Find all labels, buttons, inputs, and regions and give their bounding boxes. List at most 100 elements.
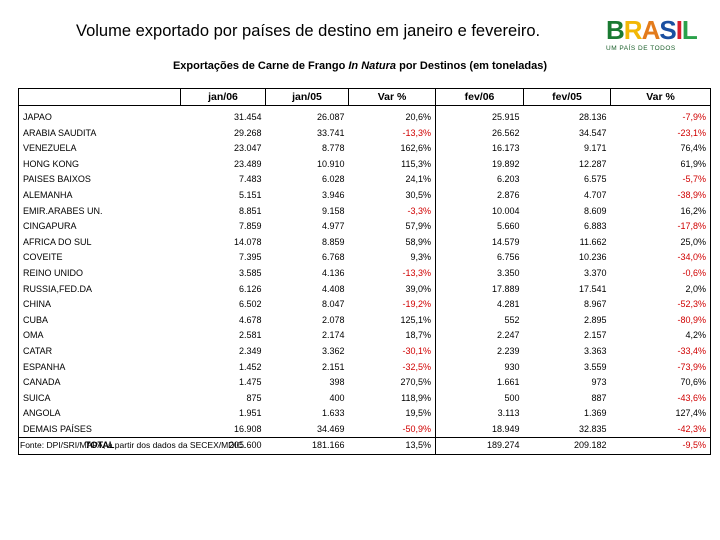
fev06-cell: 25.915 <box>491 112 520 122</box>
fev05-cell: 6.883 <box>583 221 607 232</box>
varfev-cell: -42,3% <box>610 421 711 438</box>
country-cell: REINO UNIDO <box>18 265 181 282</box>
fev05-cell: 1.369 <box>583 408 607 419</box>
fev06-cell: 17.889 <box>491 283 520 294</box>
fev06-cell: 10.004 <box>491 205 520 216</box>
jan05-cell: 8.778 <box>321 143 345 154</box>
varjan-cell: 24,1% <box>348 172 436 188</box>
header-fev05: fev/05 <box>523 88 611 106</box>
fev05-cell: 6.575 <box>583 174 607 185</box>
header-jan06: jan/06 <box>180 88 266 106</box>
varjan-cell: 118,9% <box>348 390 436 407</box>
fev06-cell: 189.274 <box>435 437 524 456</box>
country-cell: COVEITE <box>18 250 181 266</box>
jan05-cell: 398 <box>329 377 345 388</box>
country-cell: CATAR <box>18 343 181 360</box>
jan06-cell: 23.047 <box>233 143 262 154</box>
jan05-cell: 4.136 <box>321 267 345 278</box>
varjan-cell: 115,3% <box>348 156 436 173</box>
table-title-emphasis: In Natura <box>348 60 397 72</box>
header-fev06: fev/06 <box>435 88 524 106</box>
fev05-cell: 4.707 <box>583 189 607 200</box>
table-title: Exportações de Carne de Frango In Natura… <box>0 60 720 72</box>
fev06-cell: 3.113 <box>497 408 520 419</box>
jan06-cell: 1.452 <box>238 361 262 372</box>
fev06-cell: 16.173 <box>491 143 520 154</box>
varfev-cell: 4,2% <box>610 328 711 344</box>
fev06-cell: 6.203 <box>496 174 520 185</box>
fev05-cell: 2.157 <box>583 330 607 341</box>
fev06-cell: 2.247 <box>496 330 520 341</box>
table-row: ARABIA SAUDITA 29.268 33.741 -13,3% 26.562 34… <box>18 125 711 142</box>
varfev-cell: -5,7% <box>610 172 711 188</box>
varjan-cell: 125,1% <box>348 312 436 329</box>
country-cell: PAISES BAIXOS <box>18 172 181 188</box>
varjan-cell: 162,6% <box>348 141 436 157</box>
table-header-row: jan/06 jan/05 Var % fev/06 fev/05 Var % <box>18 88 711 106</box>
country-cell: RUSSIA,FED.DA <box>18 281 181 298</box>
varjan-cell: -13,3% <box>348 125 436 142</box>
varjan-cell: 9,3% <box>348 250 436 266</box>
logo-letter: L <box>681 15 698 45</box>
fev05-cell: 12.287 <box>578 158 607 169</box>
table-title-suffix: por Destinos (em toneladas) <box>396 60 548 72</box>
logo-letter: R <box>623 15 643 45</box>
table-row: CATAR 2.349 3.362 -30,1% 2.239 3.363 -33,4% <box>18 343 711 360</box>
jan06-cell: 31.454 <box>233 112 262 122</box>
brasil-logo-tagline: UM PAÍS DE TODOS <box>606 45 676 52</box>
table-row: CHINA 6.502 8.047 -19,2% 4.281 8.967 -52,3% <box>18 297 711 313</box>
slide-title: Volume exportado por países de destino e… <box>76 22 541 40</box>
logo-letter: B <box>606 15 625 45</box>
table-row: EMIR.ARABES UN. 8.851 9.158 -3,3% 10.004 8.60… <box>18 203 711 220</box>
varfev-cell: 76,4% <box>610 141 711 157</box>
fev05-cell: 8.609 <box>583 205 607 216</box>
jan05-cell: 3.946 <box>321 189 345 200</box>
varfev-cell: 70,6% <box>610 375 711 391</box>
varfev-cell: -0,6% <box>610 265 711 282</box>
jan05-cell: 400 <box>329 392 345 403</box>
fev05-cell: 887 <box>591 392 607 403</box>
jan05-cell: 181.166 <box>265 437 349 456</box>
country-cell: ARABIA SAUDITA <box>18 125 181 142</box>
total-label: TOTAL <box>18 437 181 456</box>
table-row: SUICA 875 400 118,9% 500 887 -43,6% <box>18 390 711 407</box>
fev06-cell: 500 <box>504 392 520 403</box>
jan06-cell: 7.395 <box>238 252 262 263</box>
country-cell: VENEZUELA <box>18 141 181 157</box>
varfev-cell: -9,5% <box>610 437 711 456</box>
table-row: CANADA 1.475 398 270,5% 1.661 973 70,6% <box>18 375 711 391</box>
jan06-cell: 1.475 <box>238 377 262 388</box>
jan06-cell: 29.268 <box>233 127 262 138</box>
jan06-cell: 2.349 <box>238 345 262 356</box>
logo-letter: S <box>659 15 676 45</box>
varjan-cell: -3,3% <box>348 203 436 220</box>
header-var-jan: Var % <box>348 88 436 106</box>
country-cell: CHINA <box>18 297 181 313</box>
table-title-prefix: Exportações de Carne de Frango <box>172 60 349 72</box>
fev05-cell: 11.662 <box>579 236 607 247</box>
varjan-cell: 13,5% <box>348 437 436 456</box>
fev05-cell: 8.967 <box>583 299 607 310</box>
country-cell: ANGOLA <box>18 406 181 422</box>
jan06-cell: 2.581 <box>238 330 262 341</box>
jan06-cell: 4.678 <box>238 314 262 325</box>
country-cell: CINGAPURA <box>18 219 181 235</box>
fev06-cell: 6.756 <box>496 252 520 263</box>
fev06-cell: 19.892 <box>491 158 520 169</box>
varfev-cell: -52,3% <box>610 297 711 313</box>
varfev-cell: -34,0% <box>610 250 711 266</box>
fev05-cell: 10.236 <box>578 252 607 263</box>
jan06-cell: 14.078 <box>233 236 262 247</box>
fev05-cell: 209.182 <box>523 437 611 456</box>
varjan-cell: 18,7% <box>348 328 436 344</box>
fev05-cell: 28.136 <box>578 112 607 122</box>
fev06-cell: 5.660 <box>496 221 520 232</box>
logo-letter: I <box>675 15 683 45</box>
jan05-cell: 3.362 <box>321 345 345 356</box>
fev05-cell: 17.541 <box>578 283 607 294</box>
fev05-cell: 32.835 <box>578 423 607 434</box>
fev05-cell: 3.559 <box>583 361 607 372</box>
varjan-cell: 39,0% <box>348 281 436 298</box>
table-row: DEMAIS PAÍSES 16.908 34.469 -50,9% 18.949 32.… <box>18 421 711 438</box>
